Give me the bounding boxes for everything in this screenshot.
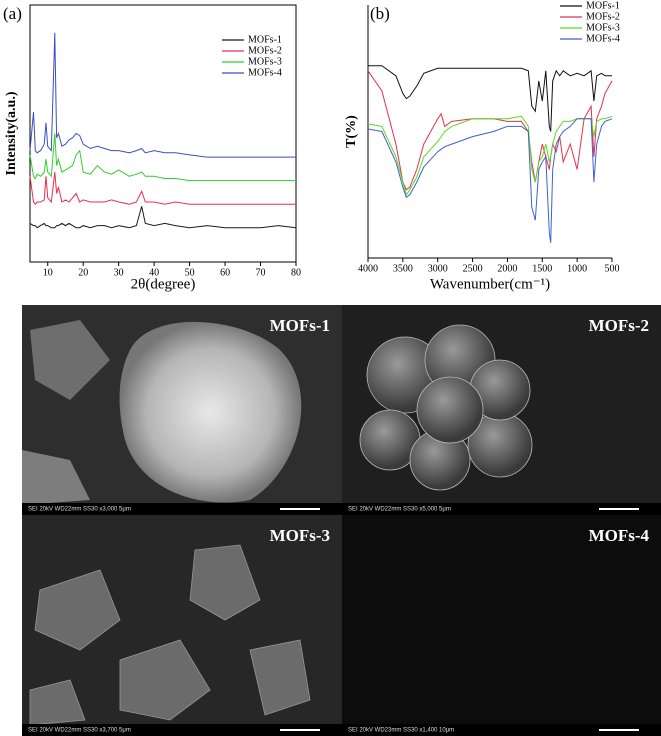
y-axis-label: T(%)	[344, 115, 359, 148]
legend-label: MOFs-4	[248, 67, 282, 78]
sem-label: MOFs-1	[270, 316, 330, 335]
series-line	[367, 118, 613, 243]
sem-footer: SEI 20kV WD23mm SS30 x1,400 10μm	[348, 728, 454, 734]
series-line	[29, 32, 296, 158]
sem-footer-bar	[22, 503, 342, 515]
sem-images	[22, 305, 661, 736]
sem-label: MOFs-4	[589, 526, 650, 545]
x-tick-label: 2500	[463, 263, 483, 274]
x-tick-label: 1000	[567, 263, 587, 274]
x-tick-label: 80	[291, 267, 301, 278]
x-tick-label: 500	[605, 263, 620, 274]
sem-label: MOFs-3	[270, 526, 330, 545]
sem-footer: SEI 20kV WD22mm SS30 x3,700 5μm	[28, 728, 131, 734]
x-tick-label: 2000	[497, 263, 517, 274]
panel-label: (a)	[3, 4, 22, 23]
legend-label: MOFs-1	[586, 0, 620, 11]
sem-footer-bar	[342, 503, 661, 515]
sem-footer-bar	[342, 724, 661, 736]
x-tick-label: 3000	[428, 263, 448, 274]
x-tick-label: 20	[78, 267, 88, 278]
plot-frame	[29, 4, 297, 263]
x-tick-label: 30	[114, 267, 124, 278]
series-line	[29, 206, 297, 229]
x-tick-label: 70	[256, 267, 266, 278]
series-line	[367, 70, 613, 191]
x-tick-label: 4000	[358, 263, 378, 274]
x-tick-label: 60	[220, 267, 230, 278]
legend-label: MOFs-4	[586, 33, 620, 44]
x-tick-label: 1500	[532, 263, 552, 274]
x-axis-label: Wavenumber(cm⁻¹)	[430, 276, 550, 292]
sem-footer: SEI 20kV WD22mm SS30 x3,000 5μm	[28, 507, 131, 513]
x-tick-label: 50	[185, 267, 195, 278]
series-line	[29, 172, 296, 205]
legend-label: MOFs-1	[248, 34, 282, 45]
x-tick-label: 10	[43, 267, 53, 278]
sem-label: MOFs-2	[589, 316, 649, 335]
series-line	[367, 115, 613, 196]
panel-label: (b)	[370, 4, 390, 23]
legend-label: MOFs-3	[586, 22, 620, 33]
series-line	[29, 133, 296, 182]
y-axis-label: Intensity(a.u.)	[4, 91, 19, 175]
legend-label: MOFs-3	[248, 56, 282, 67]
legend-label: MOFs-2	[248, 45, 282, 56]
x-tick-label: 40	[149, 267, 159, 278]
x-tick-label: 3500	[393, 263, 413, 274]
legend-label: MOFs-2	[586, 11, 620, 22]
sem-image	[342, 515, 661, 736]
sem-footer-bar	[22, 724, 342, 736]
sem-footer: SEI 20kV WD22mm SS30 x5,000 5μm	[348, 507, 451, 513]
x-axis-label: 2θ(degree)	[131, 276, 196, 292]
series-line	[368, 65, 612, 132]
